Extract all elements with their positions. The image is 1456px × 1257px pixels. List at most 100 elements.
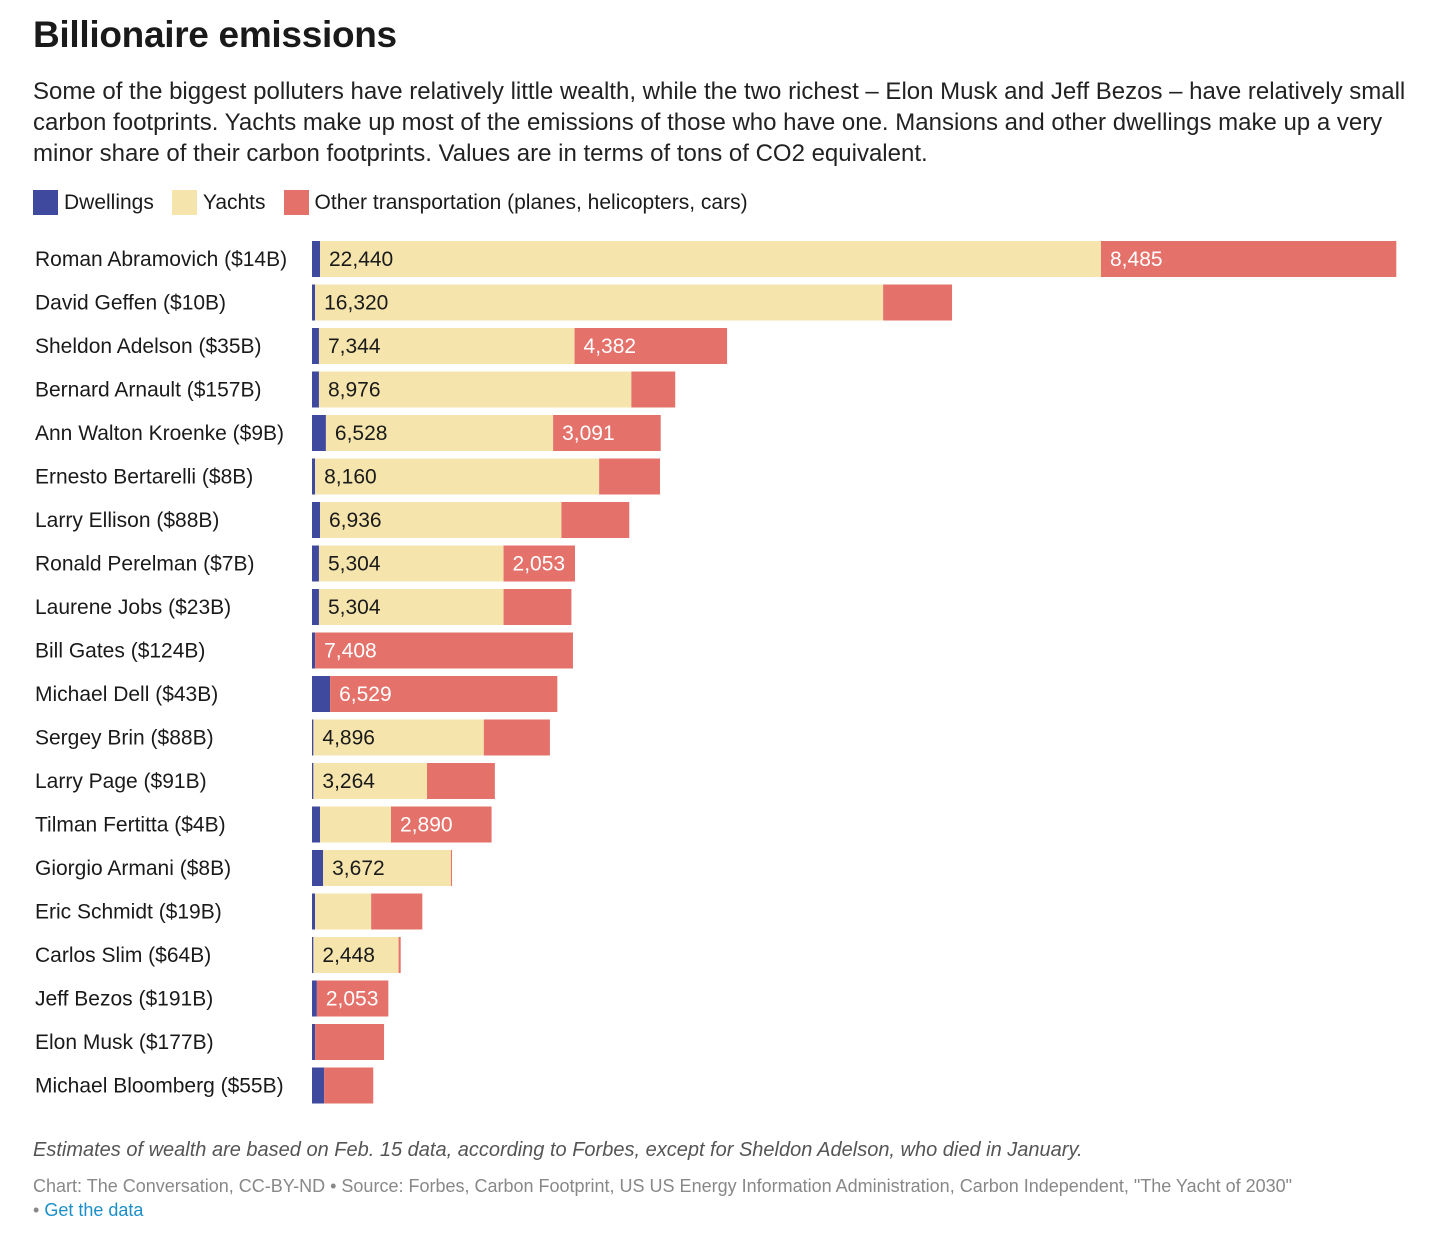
data-label-yachts: 8,976 bbox=[328, 379, 381, 402]
bar-segment-dwellings bbox=[312, 806, 321, 843]
bar-segment-yachts bbox=[318, 371, 632, 408]
bar-segment-other-transportation bbox=[315, 1024, 385, 1060]
category-label: Ann Walton Kroenke ($9B) bbox=[35, 422, 284, 445]
category-label: Laurene Jobs ($23B) bbox=[35, 596, 231, 619]
data-label-yachts: 8,160 bbox=[324, 466, 377, 489]
bar-segment-dwellings bbox=[312, 371, 319, 408]
bar-segment-dwellings bbox=[312, 545, 319, 582]
category-label: Bernard Arnault ($157B) bbox=[35, 379, 261, 402]
get-the-data-link[interactable]: Get the data bbox=[44, 1200, 144, 1220]
bar-segment-dwellings bbox=[312, 589, 319, 625]
bar-segment-other-transportation bbox=[316, 980, 389, 1017]
category-label: Elon Musk ($177B) bbox=[35, 1031, 214, 1054]
bar-segment-dwellings bbox=[312, 502, 321, 538]
bar-segment-dwellings bbox=[312, 415, 326, 451]
bar-segment-dwellings bbox=[312, 632, 316, 669]
legend-label: Yachts bbox=[202, 190, 266, 214]
legend-swatch-yachts bbox=[171, 190, 197, 215]
legend-label: Other transportation (planes, helicopter… bbox=[314, 190, 748, 214]
chart-subtitle: Some of the biggest polluters have relat… bbox=[33, 78, 1406, 167]
legend-item-dwellings: Dwellings bbox=[33, 190, 154, 215]
data-label-other-transportation: 2,890 bbox=[400, 814, 453, 837]
legend-item-other-transportation: Other transportation (planes, helicopter… bbox=[283, 190, 748, 215]
bar-segment-yachts bbox=[320, 806, 392, 843]
bar-segment-other-transportation bbox=[883, 284, 953, 321]
data-label-other-transportation: 8,485 bbox=[1110, 248, 1163, 271]
data-label-yachts: 3,264 bbox=[322, 770, 375, 793]
legend-item-yachts: Yachts bbox=[171, 190, 266, 215]
bar-segment-yachts bbox=[318, 545, 504, 582]
bar-segment-yachts bbox=[318, 589, 504, 625]
data-label-other-transportation: 7,408 bbox=[324, 640, 377, 663]
chart-title: Billionaire emissions bbox=[33, 14, 397, 55]
data-label-other-transportation: 6,529 bbox=[339, 683, 392, 706]
category-label: Bill Gates ($124B) bbox=[35, 640, 205, 663]
bar-segment-dwellings bbox=[312, 937, 314, 973]
category-label: Larry Page ($91B) bbox=[35, 770, 207, 793]
bar-segment-other-transportation bbox=[324, 1067, 374, 1104]
bar-segment-dwellings bbox=[312, 980, 317, 1017]
bar-segment-other-transportation bbox=[503, 545, 576, 582]
category-label: Roman Abramovich ($14B) bbox=[35, 248, 287, 271]
bar-segment-dwellings bbox=[312, 328, 319, 364]
category-label: Ernesto Bertarelli ($8B) bbox=[35, 466, 253, 489]
category-label: Michael Bloomberg ($55B) bbox=[35, 1075, 284, 1098]
data-label-yachts: 16,320 bbox=[324, 292, 388, 315]
bar-segment-other-transportation bbox=[330, 676, 558, 712]
category-label: Tilman Fertitta ($4B) bbox=[35, 814, 226, 837]
category-label: Eric Schmidt ($19B) bbox=[35, 901, 222, 924]
bar-segment-yachts bbox=[313, 937, 399, 973]
bar-segment-other-transportation bbox=[553, 415, 661, 451]
bar-segment-other-transportation bbox=[574, 328, 728, 364]
bar-segment-yachts bbox=[318, 328, 575, 364]
data-label-yachts: 22,440 bbox=[329, 248, 393, 271]
category-label: David Geffen ($10B) bbox=[35, 292, 226, 315]
data-label-other-transportation: 3,091 bbox=[562, 422, 615, 445]
bar-segment-yachts bbox=[325, 415, 554, 451]
bar-segment-other-transportation bbox=[503, 589, 572, 625]
category-label: Larry Ellison ($88B) bbox=[35, 509, 219, 532]
bar-segment-dwellings bbox=[312, 241, 321, 277]
category-label: Ronald Perelman ($7B) bbox=[35, 553, 254, 576]
category-label: Giorgio Armani ($8B) bbox=[35, 857, 231, 880]
bar-segment-other-transportation bbox=[426, 763, 495, 799]
category-label: Michael Dell ($43B) bbox=[35, 683, 218, 706]
bar-segment-dwellings bbox=[312, 284, 316, 321]
bar-segment-other-transportation bbox=[315, 632, 573, 669]
data-label-yachts: 3,672 bbox=[332, 857, 385, 880]
bar-segment-yachts bbox=[313, 763, 427, 799]
separator: • bbox=[33, 1200, 40, 1220]
bar-segment-yachts bbox=[320, 502, 562, 538]
source-text: Chart: The Conversation, CC-BY-ND • Sour… bbox=[33, 1176, 1293, 1196]
bar-segment-yachts bbox=[315, 893, 372, 930]
bar-segment-other-transportation bbox=[398, 937, 401, 973]
bar-segment-dwellings bbox=[312, 676, 331, 712]
legend-label: Dwellings bbox=[64, 190, 154, 214]
data-label-yachts: 4,896 bbox=[322, 727, 375, 750]
bar-segment-other-transportation bbox=[1101, 241, 1397, 277]
category-label: Jeff Bezos ($191B) bbox=[35, 988, 213, 1011]
category-label: Sheldon Adelson ($35B) bbox=[35, 335, 262, 358]
bar-segment-other-transportation bbox=[631, 371, 676, 408]
data-label-yachts: 6,528 bbox=[335, 422, 388, 445]
bar-segment-dwellings bbox=[312, 850, 324, 886]
bar-segment-yachts bbox=[313, 719, 484, 756]
chart-note: Estimates of wealth are based on Feb. 15… bbox=[33, 1139, 1083, 1161]
bar-segment-other-transportation bbox=[599, 458, 661, 495]
legend-swatch-other bbox=[283, 190, 309, 215]
data-label-yachts: 5,304 bbox=[328, 553, 381, 576]
bar-segment-dwellings bbox=[312, 893, 316, 930]
bar-segment-dwellings bbox=[312, 763, 314, 799]
bar-segment-dwellings bbox=[312, 1024, 316, 1060]
category-label: Sergey Brin ($88B) bbox=[35, 727, 214, 750]
data-label-yachts: 7,344 bbox=[328, 335, 381, 358]
data-label-yachts: 6,936 bbox=[329, 509, 382, 532]
bar-segment-dwellings bbox=[312, 719, 314, 756]
legend: Dwellings Yachts Other transportation (p… bbox=[33, 190, 748, 215]
chart-source: Chart: The Conversation, CC-BY-ND • Sour… bbox=[33, 1174, 1443, 1222]
data-label-other-transportation: 2,053 bbox=[513, 553, 566, 576]
bar-segment-other-transportation bbox=[483, 719, 550, 756]
bar-segment-other-transportation bbox=[561, 502, 630, 538]
bar-segment-yachts bbox=[315, 458, 600, 495]
